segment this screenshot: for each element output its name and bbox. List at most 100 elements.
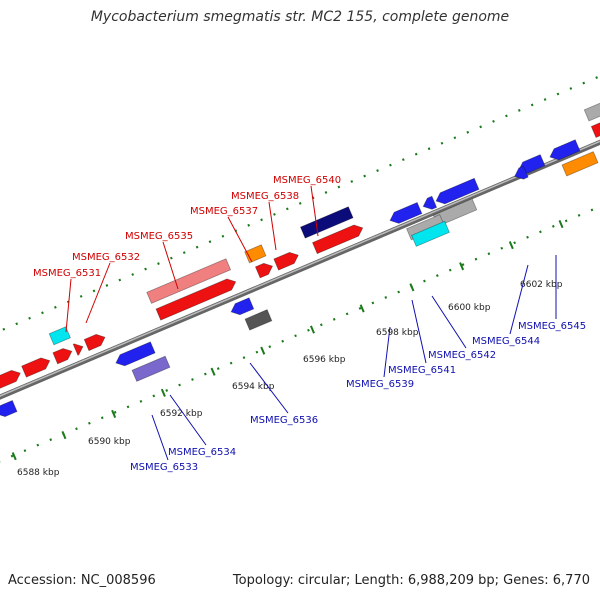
tick-dot	[384, 296, 388, 299]
tick-dot	[229, 361, 233, 365]
tick-major	[359, 304, 365, 313]
tick-dot	[298, 202, 302, 205]
gene-label-reverse: MSMEG_6533	[130, 462, 198, 473]
gene-forward	[21, 357, 51, 378]
gene-label-reverse: MSMEG_6544	[472, 336, 540, 347]
tick-dot	[427, 147, 431, 151]
tick-dot	[487, 252, 491, 256]
tick-dot	[556, 92, 560, 96]
tick-dot	[505, 114, 508, 118]
tick-dot	[49, 438, 53, 442]
tick-label: 6596 kbp	[303, 355, 346, 365]
gene-reverse	[0, 399, 18, 418]
gene-label-reverse: MSMEG_6541	[388, 365, 456, 376]
gene-reverse	[435, 177, 480, 205]
tick-dot	[28, 316, 31, 320]
gene-rna	[411, 220, 450, 247]
gene-label-reverse: MSMEG_6534	[168, 447, 236, 458]
tick-dot	[41, 311, 44, 315]
gene-reverse	[514, 165, 529, 180]
tick-label: 6590 kbp	[88, 437, 131, 447]
tick-dot	[268, 345, 272, 349]
tick-label: 6598 kbp	[376, 328, 419, 338]
tick-major	[508, 241, 514, 250]
tick-major	[309, 325, 315, 334]
accession-text: Accession: NC_008596	[8, 573, 156, 588]
tick-dot	[260, 218, 263, 222]
leader-line	[411, 299, 427, 364]
tick-major	[160, 388, 166, 397]
gene-gray	[583, 102, 600, 122]
tick-dot	[526, 235, 529, 239]
tick-dot	[569, 87, 573, 90]
tick-dot	[324, 191, 328, 194]
gene-forward	[72, 343, 84, 356]
tick-dot	[247, 223, 251, 227]
tick-major	[558, 219, 564, 229]
tick-dot	[204, 372, 207, 376]
gene-reverse	[115, 341, 156, 367]
tick-dot	[453, 136, 457, 140]
tick-dot	[36, 443, 40, 447]
tick-dot	[543, 98, 547, 101]
tick-dot	[376, 169, 379, 172]
tick-dot	[15, 322, 19, 326]
tick-label: 6602 kbp	[520, 280, 563, 290]
tick-dot	[474, 257, 478, 261]
leader-line	[169, 394, 207, 446]
tick-dot	[371, 301, 375, 305]
tick-dot	[440, 141, 444, 145]
tick-dot	[414, 152, 418, 156]
gene-label-forward: MSMEG_6532	[72, 252, 140, 263]
tick-dot	[178, 383, 181, 387]
leader-line	[65, 278, 72, 333]
gene-label-reverse: MSMEG_6545	[518, 321, 586, 332]
gene-label-forward: MSMEG_6535	[125, 231, 193, 242]
leader-line	[383, 326, 391, 378]
gene-forward	[590, 122, 600, 139]
gene-darkgray	[244, 309, 273, 331]
tick-dot	[577, 213, 581, 217]
tick-dot	[2, 327, 6, 331]
tick-dot	[363, 174, 367, 178]
tick-dot	[100, 416, 104, 420]
gene-label-reverse: MSMEG_6542	[428, 350, 496, 361]
gene-navy	[299, 206, 354, 239]
gene-rna	[48, 326, 71, 346]
gene-reverse	[422, 195, 438, 210]
genome-summary-text: Topology: circular; Length: 6,988,209 bp…	[232, 573, 590, 588]
tick-dot	[152, 394, 156, 398]
gene-forward	[311, 224, 364, 255]
leader-line	[268, 201, 277, 251]
tick-major	[11, 452, 17, 461]
gene-label-forward: MSMEG_6537	[190, 206, 258, 217]
tick-dot	[539, 230, 542, 234]
tick-dot	[113, 410, 117, 414]
tick-dot	[590, 208, 594, 212]
tick-dot	[423, 279, 426, 283]
tick-dot	[54, 305, 57, 309]
tick-dot	[105, 284, 109, 287]
tick-dot	[307, 328, 310, 332]
tick-dot	[170, 256, 173, 260]
leader-line	[227, 216, 253, 263]
gene-forward	[254, 262, 274, 279]
gene-forward	[155, 278, 237, 321]
gene-label-forward: MSMEG_6531	[33, 268, 101, 279]
tick-dot	[466, 130, 470, 134]
tick-dot	[337, 185, 341, 189]
gene-reverse	[549, 139, 581, 161]
tick-dot	[255, 350, 259, 354]
tick-dot	[500, 246, 504, 250]
tick-dot	[23, 449, 27, 453]
tick-dot	[195, 245, 199, 249]
leader-line	[85, 262, 111, 324]
tick-label: 6588 kbp	[17, 468, 60, 478]
tick-dot	[350, 180, 354, 183]
tick-dot	[479, 125, 482, 129]
tick-label: 6592 kbp	[160, 409, 203, 419]
gene-forward	[0, 369, 21, 389]
tick-dot	[118, 278, 122, 282]
tick-dot	[10, 454, 14, 458]
